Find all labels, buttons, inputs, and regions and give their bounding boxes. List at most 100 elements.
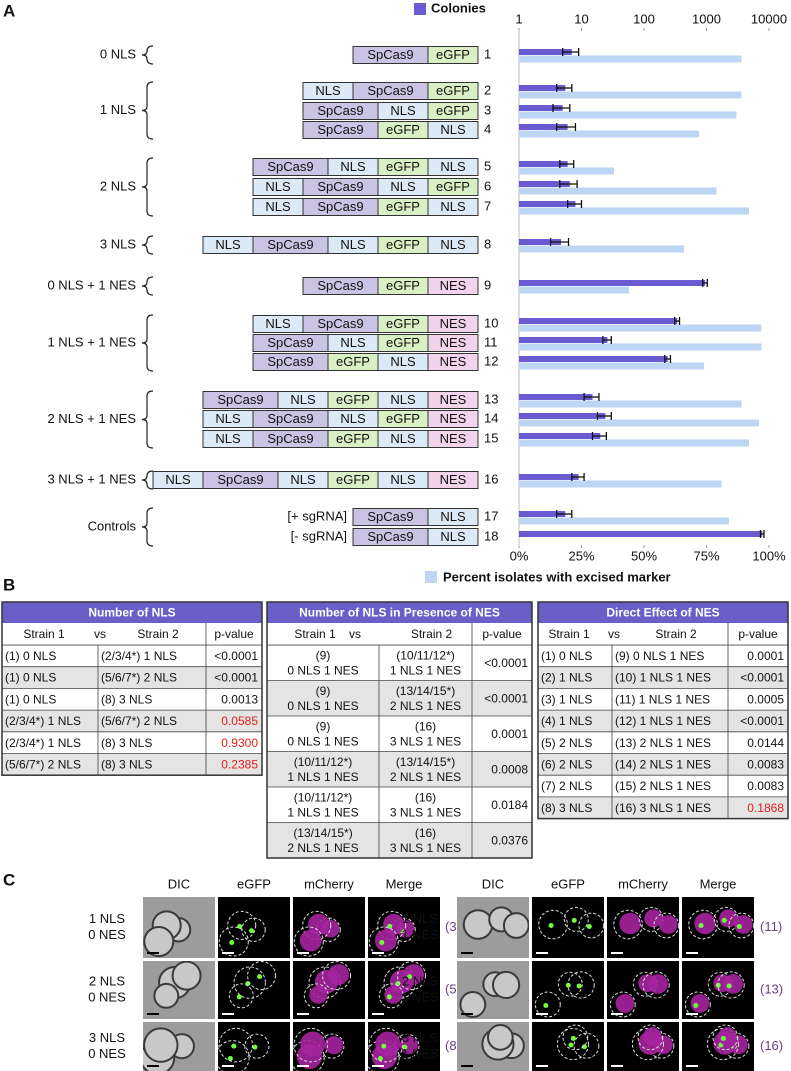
domain-box [202,236,254,254]
error-bar [583,393,600,401]
cell-outline [712,1024,739,1051]
strain-label: (5) [445,981,461,996]
group-label: Controls [88,518,137,533]
column-header: Strain 2 [411,627,453,641]
egfp-signal [407,974,413,980]
panel-label: A [3,1,15,20]
column-header: Strain 1 [23,627,65,641]
micrograph [143,1022,215,1071]
domain-label: SpCas9 [317,316,363,331]
mcherry-signal [403,964,425,986]
domain-label: eGFP [436,47,470,62]
table-cell: (9) 0 NLS 1 NES [615,649,704,663]
bottom-tick-label: 0% [510,548,529,563]
percent-bar [519,286,629,294]
egfp-signal [257,974,263,980]
error-bar [571,473,585,481]
percent-bar [519,167,614,175]
p-value: 0.9300 [221,736,258,750]
domain-label: NLS [265,179,291,194]
mcherry-signal [300,1031,326,1057]
domain-label: NLS [265,199,291,214]
table-row-bg [267,680,532,716]
table-cell: (5/6/7*) 2 NLS [101,671,177,685]
p-value: 0.2385 [221,758,258,772]
column-header: Strain 1 [294,627,336,641]
column-header: Merge [700,876,737,891]
table-cell: 2 NLS 1 NES [287,841,358,855]
cell-outline [368,1040,400,1071]
cell-outline [717,971,745,999]
p-value: <0.0001 [740,714,784,728]
domain-label: NES [440,335,467,350]
domain-label: SpCas9 [267,411,313,426]
row-number: 13 [484,391,498,406]
table-cell: (8) 3 NLS [101,758,152,772]
table-cell: (5/6/7*) 2 NLS [101,714,177,728]
domain-label: NLS [390,392,416,407]
table-row-bg [538,710,788,732]
cell [171,961,202,991]
domain-label: SpCas9 [267,335,313,350]
domain-box [252,315,304,333]
p-value: 0.0184 [491,798,528,812]
domain-label: NLS [340,237,366,252]
mcherry-signal [619,912,641,935]
error-bar [555,510,573,518]
domain-label: SpCas9 [317,278,363,293]
cell-outline [609,991,636,1018]
domain-label: eGFP [386,411,420,426]
error-bar [591,432,608,440]
domain-label: eGFP [386,335,420,350]
table-cell: (10/11/12*) [294,790,352,804]
legend-swatch [425,571,437,583]
egfp-signal [386,994,392,1000]
table-cell: (15) 2 NLS 1 NES [615,779,711,793]
error-bar [549,238,570,246]
table-header-bg [2,623,262,645]
micrograph [143,961,215,1019]
mcherry-signal [648,974,668,994]
table-cell: 3 NLS 1 NES [390,841,461,855]
error-bar [596,412,612,420]
error-bar [602,336,612,344]
egfp-signal [570,1035,576,1041]
egfp-signal [548,923,554,929]
table-row-bg [538,775,788,797]
row-number: 18 [484,528,498,543]
domain-label: NES [440,278,467,293]
column-header: vs [608,627,620,641]
row-number: 12 [484,353,498,368]
mcherry-signal [723,974,743,994]
row-label: 1 NLS [89,911,125,926]
domain-label: eGFP [386,278,420,293]
table-row-bg [2,688,262,711]
row-label: 1 NLS [402,911,438,926]
cell-outline [538,909,568,940]
table-cell: (6) 2 NLS [541,758,592,772]
p-value: <0.0001 [214,671,258,685]
brace [141,276,154,296]
row-number: 3 [484,102,491,117]
domain-box [202,391,279,409]
cell-outline [368,1027,404,1063]
cell-outline [613,909,643,940]
table-row-bg [538,688,788,711]
p-value: <0.0001 [740,671,784,685]
domain-label: eGFP [336,354,370,369]
egfp-signal [693,1002,699,1008]
domain-label: SpCas9 [317,199,363,214]
table-cell: (1) 0 NLS [5,692,56,706]
error-bar [664,355,672,363]
domain-label: eGFP [436,103,470,118]
mcherry-signal [399,1036,418,1055]
table-cell: (11) 1 NLS 1 NES [615,692,710,706]
row-number: 2 [484,82,491,97]
cell-outline [557,971,583,997]
domain-label: NLS [390,179,416,194]
cell-outline [556,1027,589,1061]
p-value: 0.0001 [747,649,784,663]
egfp-signal [236,994,242,1000]
table-row-bg [2,753,262,776]
cell-outline [688,909,718,940]
